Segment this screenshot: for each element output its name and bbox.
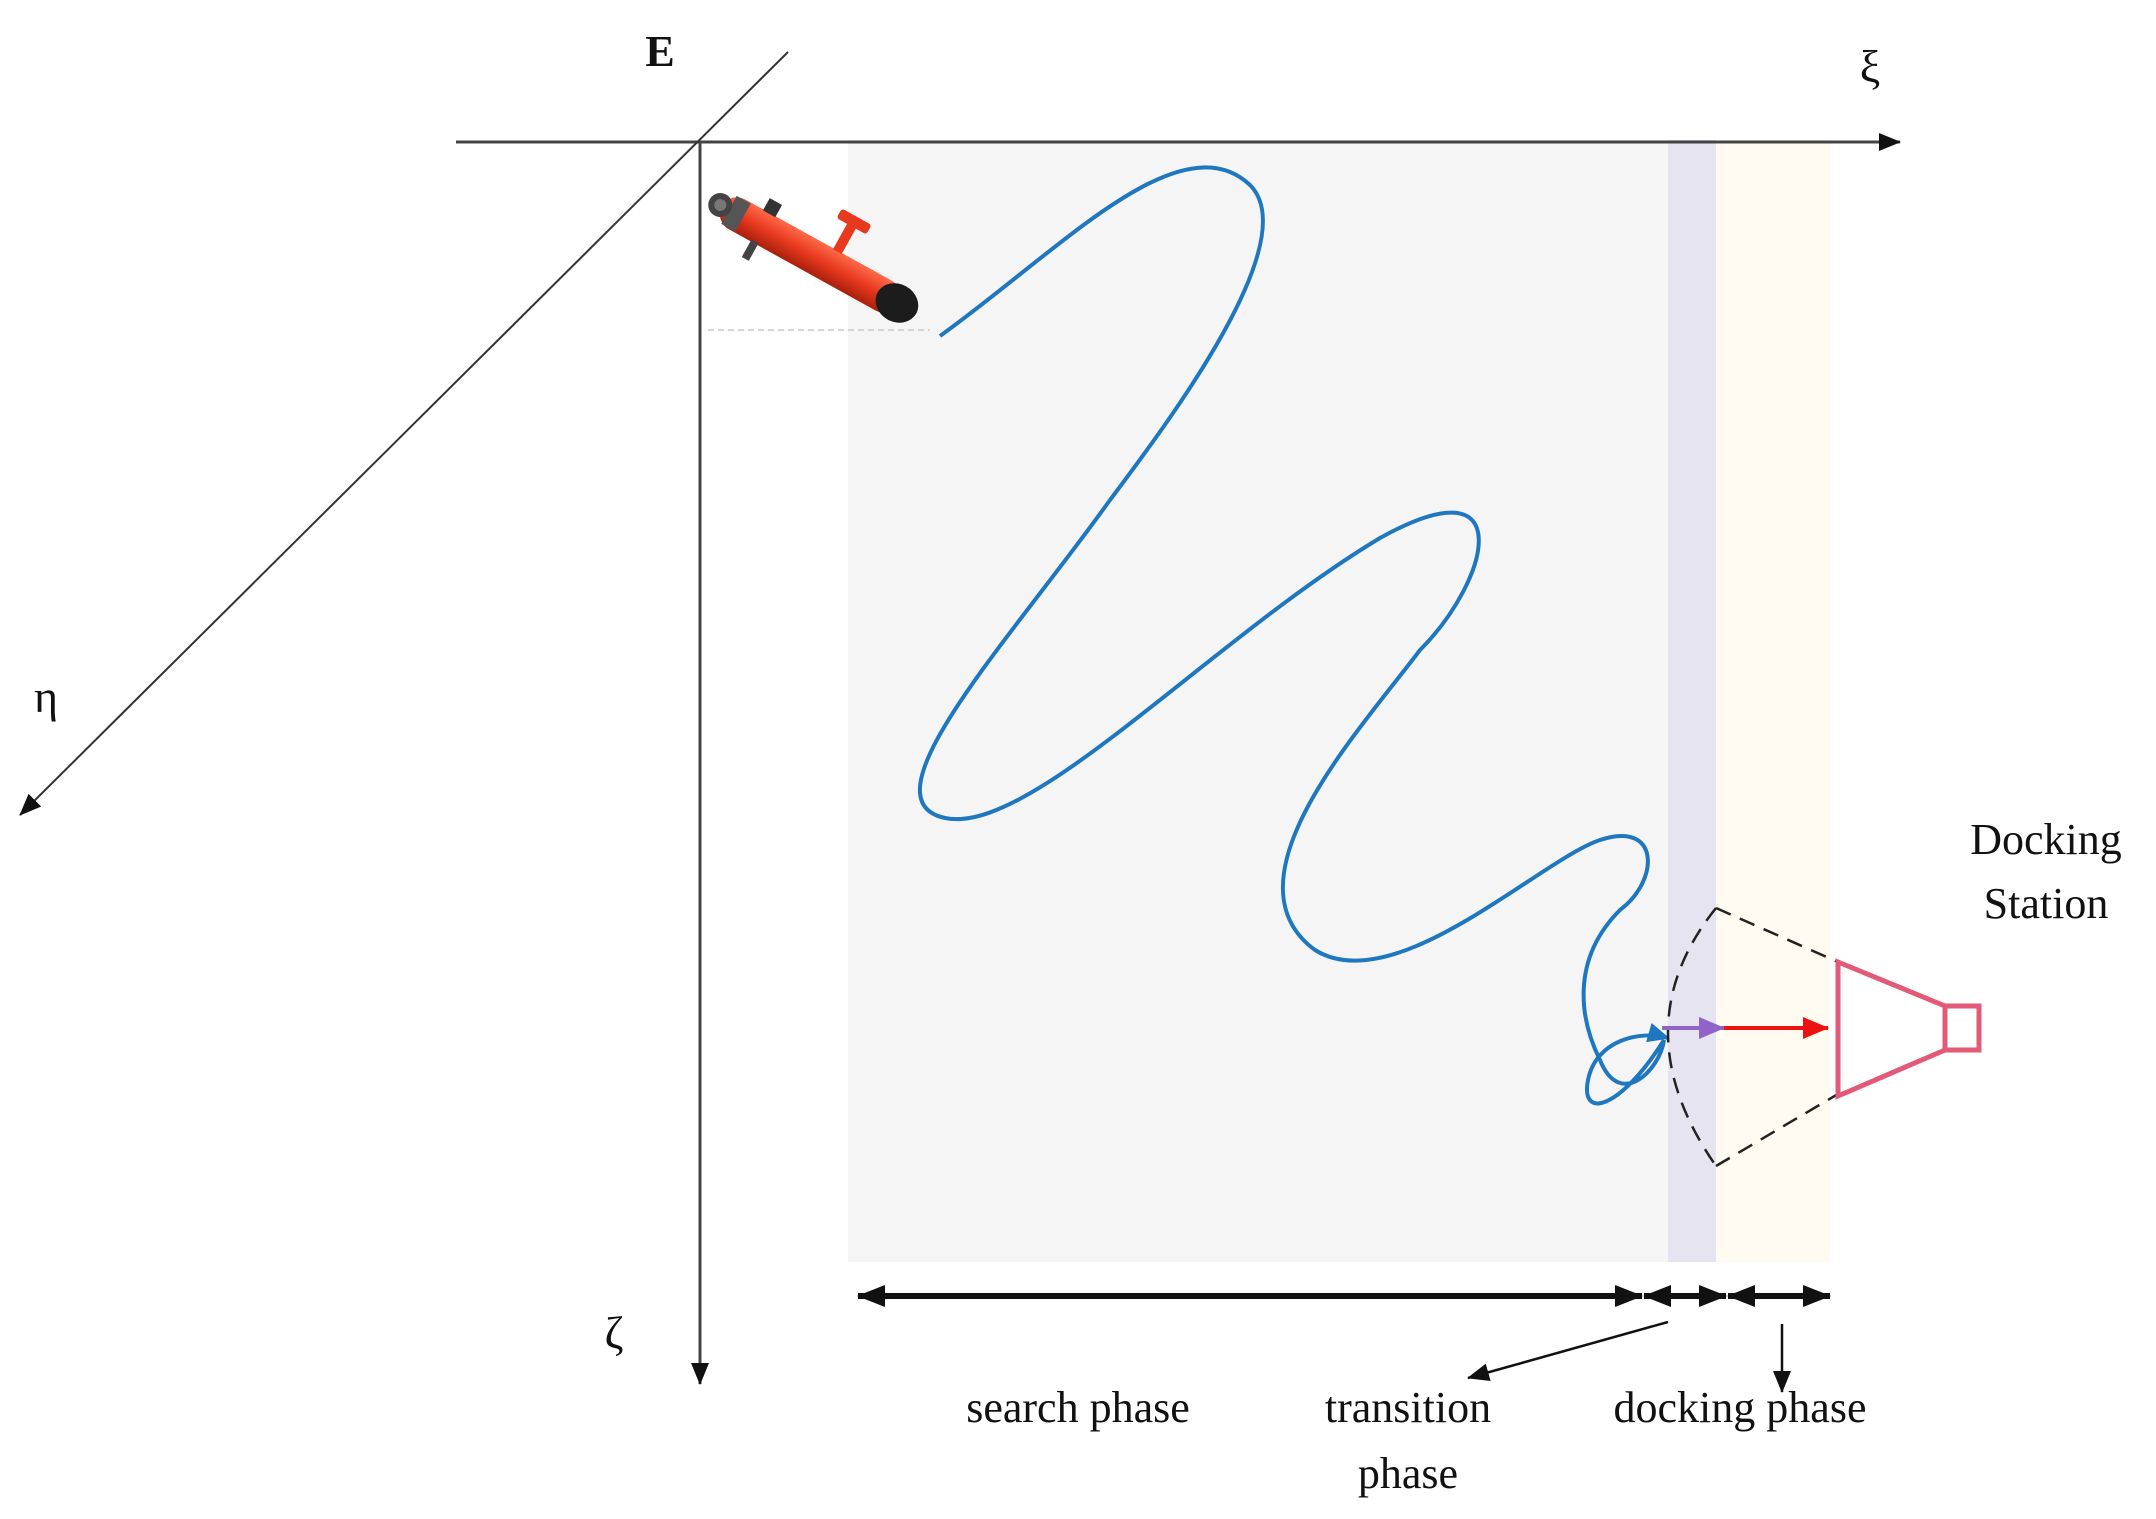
docking-station-icon (1835, 958, 1982, 1100)
transition-leader-arrow (1467, 1320, 1669, 1382)
vehicle-trajectory (918, 165, 1666, 1086)
docking-phase-label: docking phase (1614, 1383, 1867, 1432)
sensing-arc (1666, 907, 1718, 1167)
search-phase-label: search phase (966, 1383, 1190, 1432)
transition-phase-label-line2: phase (1358, 1449, 1458, 1498)
eta-label: η (34, 671, 58, 722)
eta-axis (19, 51, 789, 816)
docking-phase-region (1716, 140, 1830, 1262)
zeta-label: ζ (604, 1307, 623, 1358)
trajectory-tail (1584, 1022, 1670, 1106)
transition-phase-region (1668, 140, 1716, 1262)
docking-station-label-line2: Station (1984, 879, 2109, 928)
transition-phase-label-line1: transition (1325, 1383, 1491, 1432)
origin-label: E (645, 27, 674, 76)
xi-label: ξ (1860, 41, 1881, 92)
sensing-cone-top (1715, 906, 1839, 964)
search-phase-region (848, 140, 1668, 1262)
docking-station-label-line1: Docking (1970, 815, 2122, 864)
sensing-cone-bottom (1715, 1092, 1839, 1168)
auv-vehicle-icon (708, 193, 919, 323)
